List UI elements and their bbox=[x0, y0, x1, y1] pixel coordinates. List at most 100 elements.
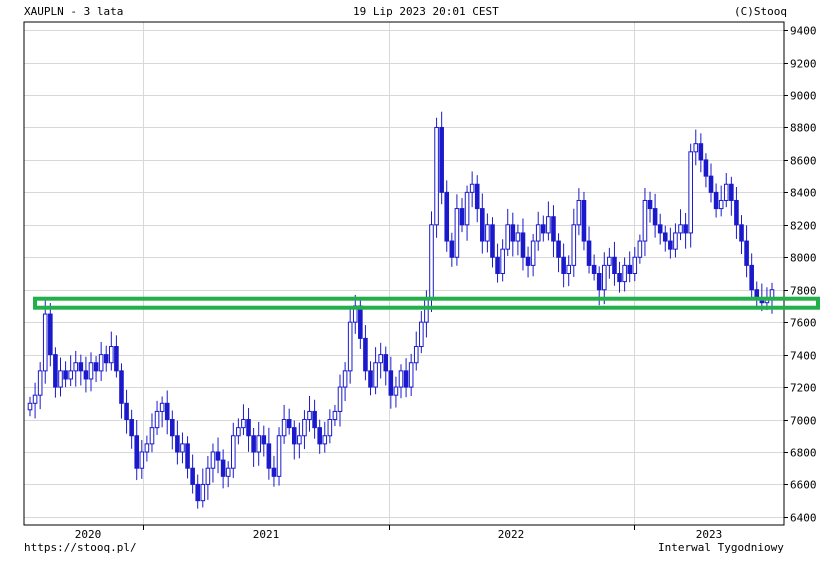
copyright-label: (C)Stooq bbox=[734, 5, 787, 18]
candle-body bbox=[668, 240, 673, 250]
candle-body bbox=[439, 126, 444, 193]
candle-body bbox=[149, 427, 155, 445]
candle-body bbox=[642, 199, 648, 242]
candle-body bbox=[739, 224, 744, 242]
candle-body bbox=[480, 208, 485, 242]
candle-body bbox=[368, 370, 373, 388]
candle-body bbox=[673, 232, 678, 250]
candle-body bbox=[88, 362, 94, 380]
candle-body bbox=[693, 143, 699, 153]
candle-body bbox=[713, 191, 719, 210]
candle-body bbox=[485, 224, 490, 242]
x-year-label: 2020 bbox=[75, 528, 102, 541]
y-tick-label: 8000 bbox=[790, 252, 817, 265]
candle-body bbox=[230, 435, 236, 469]
candle-body bbox=[205, 467, 211, 485]
candle-body bbox=[596, 273, 602, 291]
candle-body bbox=[688, 151, 693, 234]
candle-body bbox=[42, 313, 48, 372]
candle-body bbox=[373, 362, 378, 388]
candle-body bbox=[129, 419, 134, 437]
candle-body bbox=[490, 224, 495, 258]
candle-body bbox=[551, 216, 556, 242]
x-axis: 2020 2021 2022 2023 bbox=[75, 525, 722, 541]
candle-body bbox=[246, 419, 251, 437]
interval-label: Interwal Tygodniowy bbox=[658, 541, 784, 554]
y-tick-label: 6400 bbox=[790, 512, 817, 525]
candle-body bbox=[398, 370, 404, 388]
candle-body bbox=[78, 362, 84, 372]
candle-body bbox=[459, 208, 465, 226]
candle-body bbox=[271, 467, 277, 477]
candle-body bbox=[312, 410, 317, 429]
candle-body bbox=[505, 224, 511, 250]
candle-body bbox=[291, 427, 297, 445]
y-tick-label: 6600 bbox=[790, 479, 817, 492]
candle-body bbox=[63, 370, 68, 380]
candle-body bbox=[525, 256, 531, 266]
candle-body bbox=[256, 435, 261, 453]
candle-body bbox=[617, 273, 622, 283]
chart-timestamp: 19 Lip 2023 20:01 CEST bbox=[353, 5, 499, 18]
candle-body bbox=[678, 224, 683, 234]
candle-body bbox=[83, 370, 89, 380]
candle-body bbox=[769, 289, 775, 299]
candle-body bbox=[164, 402, 170, 421]
candle-body bbox=[744, 240, 749, 266]
candle-body bbox=[37, 370, 43, 396]
candle-body bbox=[408, 362, 414, 388]
candle-body bbox=[703, 159, 709, 177]
candle-body bbox=[734, 199, 739, 226]
candles bbox=[27, 111, 775, 509]
candle-body bbox=[637, 240, 643, 258]
candle-body bbox=[515, 232, 521, 242]
y-tick-label: 9000 bbox=[790, 90, 817, 103]
candle-body bbox=[495, 256, 500, 275]
candle-body bbox=[322, 435, 328, 445]
candle-body bbox=[114, 346, 119, 372]
candle-body bbox=[571, 224, 577, 266]
candle-body bbox=[403, 370, 409, 388]
candle-body bbox=[286, 419, 292, 429]
candle-body bbox=[718, 199, 724, 210]
candle-body bbox=[53, 354, 58, 388]
candle-body bbox=[58, 370, 63, 388]
candle-body bbox=[68, 370, 73, 380]
y-tick-label: 8600 bbox=[790, 155, 817, 168]
candle-body bbox=[170, 419, 175, 437]
candle-body bbox=[535, 224, 541, 242]
candle-body bbox=[358, 305, 363, 339]
candle-body bbox=[307, 410, 312, 421]
grid-lines bbox=[24, 22, 784, 525]
candle-body bbox=[93, 362, 99, 372]
candle-body bbox=[622, 264, 627, 283]
candle-body bbox=[500, 248, 505, 274]
candle-body bbox=[556, 240, 561, 258]
candle-body bbox=[276, 435, 282, 477]
y-tick-label: 7000 bbox=[790, 415, 817, 428]
candle-body bbox=[32, 394, 38, 404]
candle-body bbox=[586, 240, 592, 266]
candle-body bbox=[413, 346, 419, 364]
candle-body bbox=[281, 419, 287, 437]
candle-body bbox=[393, 386, 399, 396]
candle-body bbox=[647, 199, 653, 210]
plot-frame bbox=[23, 21, 785, 526]
candle-body bbox=[708, 175, 714, 193]
candle-body bbox=[383, 354, 389, 372]
candle-body bbox=[119, 370, 124, 404]
candle-body bbox=[419, 321, 424, 348]
candle-body bbox=[454, 208, 460, 258]
x-year-label: 2021 bbox=[253, 528, 280, 541]
candle-body bbox=[332, 410, 338, 421]
source-url-link[interactable]: https://stooq.pl/ bbox=[24, 541, 137, 554]
candle-body bbox=[215, 451, 221, 461]
candle-body bbox=[144, 443, 150, 453]
candle-body bbox=[469, 183, 475, 193]
candle-body bbox=[210, 451, 216, 469]
y-tick-label: 6800 bbox=[790, 447, 817, 460]
candle-body bbox=[48, 313, 53, 356]
candle-body bbox=[327, 419, 333, 437]
candle-body bbox=[449, 240, 455, 258]
